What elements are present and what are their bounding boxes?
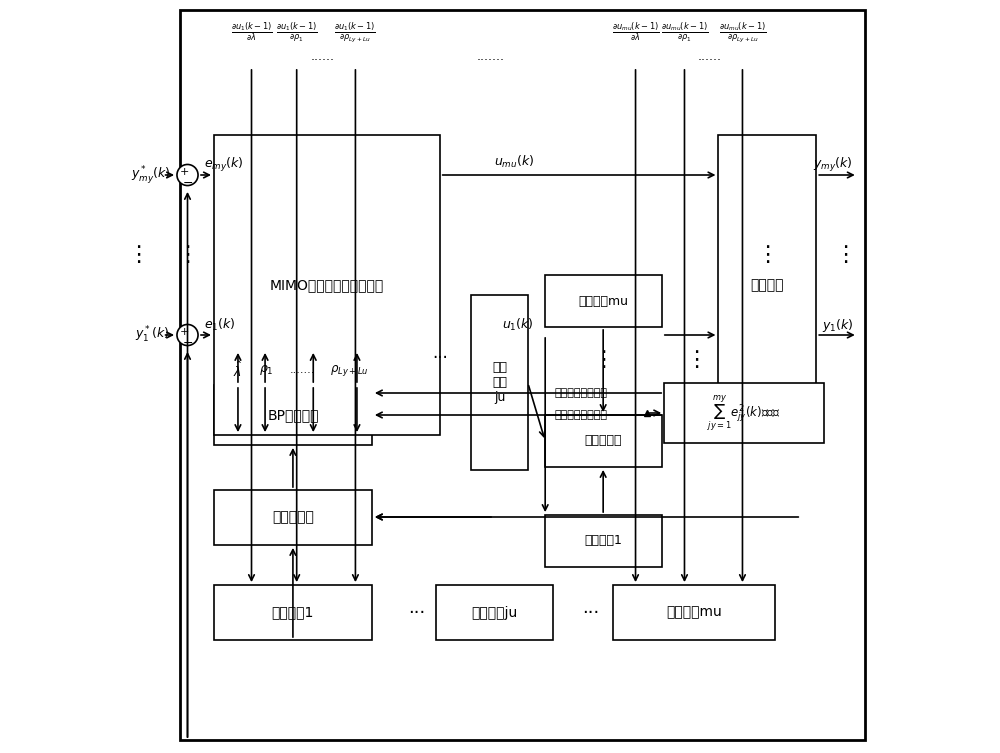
Text: ⋮: ⋮ [685, 350, 707, 370]
Text: $\frac{\partial u_1(k-1)}{\partial \rho_{Ly+Lu}}$: $\frac{\partial u_1(k-1)}{\partial \rho_… [334, 20, 376, 44]
Bar [436, 585, 553, 640]
Text: $y_{my}^*(k)$: $y_{my}^*(k)$ [131, 164, 171, 186]
Text: $\frac{\partial u_1(k-1)}{\partial \rho_1}$: $\frac{\partial u_1(k-1)}{\partial \rho_… [276, 20, 318, 44]
Text: ···: ··· [582, 604, 599, 622]
Text: ···: ··· [409, 604, 426, 622]
Bar [545, 275, 662, 327]
Circle shape [177, 164, 198, 185]
Text: $u_{mu}(k)$: $u_{mu}(k)$ [494, 154, 534, 170]
Text: 被控对象: 被控对象 [751, 278, 784, 292]
Text: 更新隐含层权系数: 更新隐含层权系数 [555, 388, 608, 398]
Text: $y_{my}(k)$: $y_{my}(k)$ [813, 156, 852, 174]
Text: MIMO全格式无模型控制器: MIMO全格式无模型控制器 [270, 278, 384, 292]
Circle shape [177, 325, 198, 346]
Text: $\frac{\partial u_{mu}(k-1)}{\partial \rho_{Ly+Lu}}$: $\frac{\partial u_{mu}(k-1)}{\partial \r… [719, 20, 766, 44]
Text: 偏导信息ju: 偏导信息ju [471, 605, 517, 620]
Text: $u_1(k)$: $u_1(k)$ [502, 317, 534, 333]
Text: 偏导信息集: 偏导信息集 [272, 511, 314, 525]
Text: ......: ...... [697, 50, 721, 63]
Text: ⋮: ⋮ [756, 245, 778, 265]
Text: −: − [182, 176, 193, 190]
Bar [664, 383, 824, 443]
Bar [214, 490, 372, 545]
Text: $y_1^*(k)$: $y_1^*(k)$ [135, 325, 169, 345]
Text: $\frac{\partial u_{mu}(k-1)}{\partial \rho_1}$: $\frac{\partial u_{mu}(k-1)}{\partial \r… [661, 20, 708, 44]
Bar [214, 585, 372, 640]
Text: ......: ...... [311, 50, 335, 63]
Text: ⋮: ⋮ [176, 245, 199, 265]
Text: ⋮: ⋮ [834, 245, 856, 265]
Text: 偏导信息1: 偏导信息1 [272, 605, 314, 620]
Bar [545, 415, 662, 467]
Text: +: + [180, 167, 189, 177]
Text: +: + [180, 327, 189, 337]
Bar [613, 585, 775, 640]
Text: $\rho_1$: $\rho_1$ [259, 363, 274, 377]
Text: −: − [182, 337, 193, 349]
Bar [214, 135, 440, 435]
Text: ⋮: ⋮ [127, 245, 150, 265]
Text: $\sum_{jy=1}^{my}e_{jy}^2(k)$最小化: $\sum_{jy=1}^{my}e_{jy}^2(k)$最小化 [707, 393, 781, 433]
Text: $\hat{\lambda}$: $\hat{\lambda}$ [233, 361, 243, 380]
Text: $e_{my}(k)$: $e_{my}(k)$ [204, 156, 244, 174]
Text: 梯度
信息
ju: 梯度 信息 ju [492, 361, 507, 404]
Text: $\rho_{Ly+Lu}$: $\rho_{Ly+Lu}$ [330, 362, 369, 377]
Text: BP神经网络: BP神经网络 [267, 408, 319, 422]
Text: 梯度信息集: 梯度信息集 [585, 434, 622, 447]
Bar [471, 295, 528, 470]
Text: .......: ....... [477, 50, 505, 63]
Text: $\frac{\partial u_{mu}(k-1)}{\partial \lambda}$: $\frac{\partial u_{mu}(k-1)}{\partial \l… [612, 21, 659, 43]
Text: .......: ....... [289, 365, 315, 375]
Text: $\frac{\partial u_1(k-1)}{\partial \lambda}$: $\frac{\partial u_1(k-1)}{\partial \lamb… [231, 21, 272, 43]
Bar [718, 135, 816, 435]
Text: 梯度信息mu: 梯度信息mu [579, 294, 629, 307]
Bar [214, 385, 372, 445]
Text: 梯度信息1: 梯度信息1 [585, 535, 622, 547]
Text: 偏导信息mu: 偏导信息mu [666, 605, 722, 620]
Text: 更新输出层权系数: 更新输出层权系数 [555, 410, 608, 420]
Text: ···: ··· [432, 349, 448, 367]
Text: ⋮: ⋮ [592, 350, 614, 370]
Text: $e_1(k)$: $e_1(k)$ [204, 317, 236, 333]
Bar [545, 515, 662, 567]
Text: $y_1(k)$: $y_1(k)$ [822, 316, 854, 334]
